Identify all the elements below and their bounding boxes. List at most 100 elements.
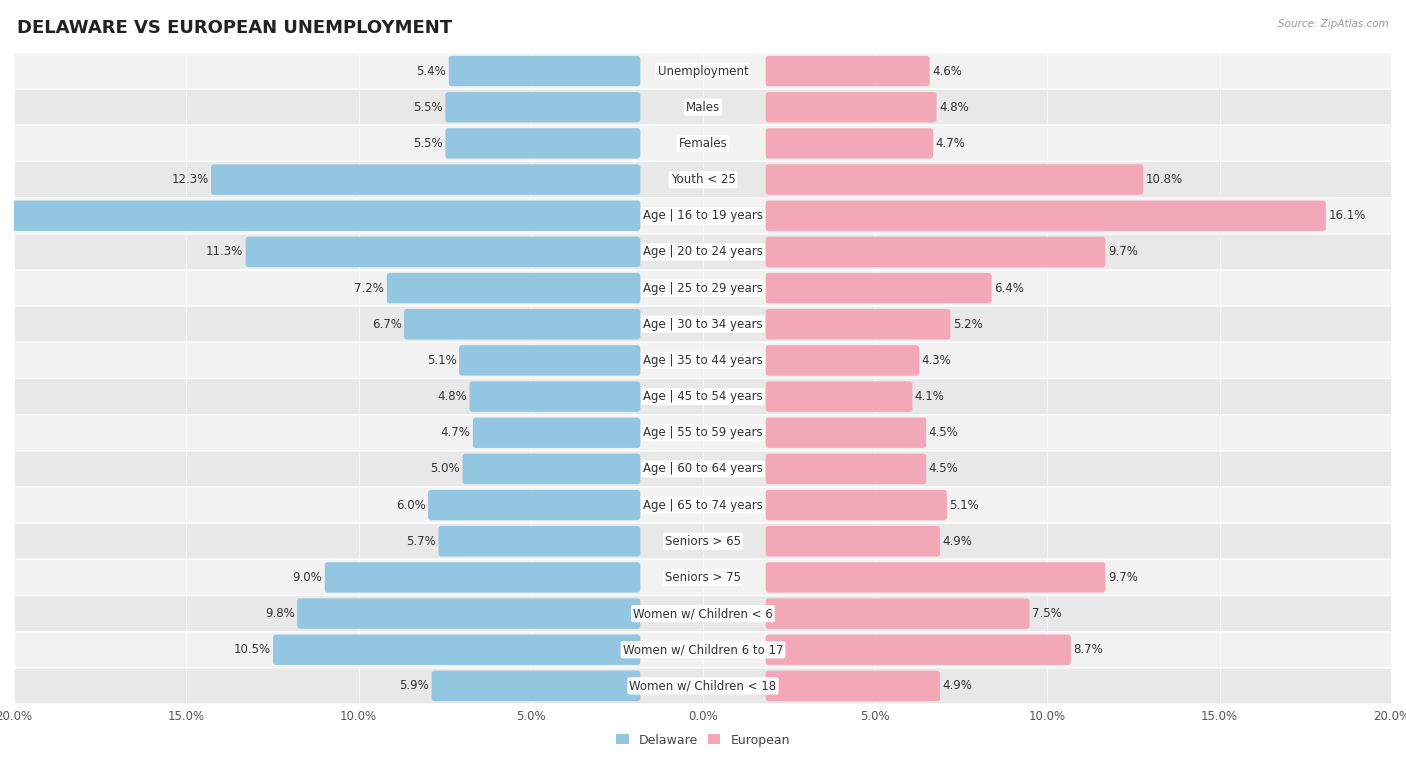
- FancyBboxPatch shape: [14, 451, 1392, 487]
- Text: Age | 45 to 54 years: Age | 45 to 54 years: [643, 390, 763, 403]
- Text: 5.1%: 5.1%: [427, 354, 457, 367]
- FancyBboxPatch shape: [766, 562, 1105, 593]
- FancyBboxPatch shape: [766, 92, 936, 123]
- Text: 5.5%: 5.5%: [413, 101, 443, 114]
- Text: Seniors > 65: Seniors > 65: [665, 534, 741, 548]
- FancyBboxPatch shape: [14, 596, 1392, 631]
- FancyBboxPatch shape: [325, 562, 640, 593]
- FancyBboxPatch shape: [14, 198, 1392, 234]
- FancyBboxPatch shape: [404, 309, 640, 339]
- FancyBboxPatch shape: [766, 56, 929, 86]
- Text: 9.8%: 9.8%: [266, 607, 295, 620]
- Text: 11.3%: 11.3%: [205, 245, 243, 258]
- Text: Women w/ Children 6 to 17: Women w/ Children 6 to 17: [623, 643, 783, 656]
- Text: Age | 30 to 34 years: Age | 30 to 34 years: [643, 318, 763, 331]
- Text: 7.5%: 7.5%: [1032, 607, 1062, 620]
- Text: Source: ZipAtlas.com: Source: ZipAtlas.com: [1278, 19, 1389, 29]
- FancyBboxPatch shape: [273, 634, 640, 665]
- Text: Age | 16 to 19 years: Age | 16 to 19 years: [643, 209, 763, 223]
- Legend: Delaware, European: Delaware, European: [616, 734, 790, 746]
- Text: Youth < 25: Youth < 25: [671, 173, 735, 186]
- FancyBboxPatch shape: [766, 382, 912, 412]
- FancyBboxPatch shape: [470, 382, 640, 412]
- FancyBboxPatch shape: [766, 201, 1326, 231]
- FancyBboxPatch shape: [766, 237, 1105, 267]
- Text: 4.6%: 4.6%: [932, 64, 962, 77]
- FancyBboxPatch shape: [211, 164, 640, 195]
- FancyBboxPatch shape: [14, 559, 1392, 596]
- FancyBboxPatch shape: [14, 270, 1392, 306]
- Text: 6.7%: 6.7%: [371, 318, 402, 331]
- Text: Age | 60 to 64 years: Age | 60 to 64 years: [643, 463, 763, 475]
- Text: 5.7%: 5.7%: [406, 534, 436, 548]
- Text: 5.0%: 5.0%: [430, 463, 460, 475]
- FancyBboxPatch shape: [766, 128, 934, 159]
- FancyBboxPatch shape: [14, 161, 1392, 198]
- Text: Females: Females: [679, 137, 727, 150]
- FancyBboxPatch shape: [14, 631, 1392, 668]
- FancyBboxPatch shape: [766, 418, 927, 448]
- Text: DELAWARE VS EUROPEAN UNEMPLOYMENT: DELAWARE VS EUROPEAN UNEMPLOYMENT: [17, 19, 451, 37]
- FancyBboxPatch shape: [246, 237, 640, 267]
- FancyBboxPatch shape: [14, 668, 1392, 704]
- Text: Women w/ Children < 18: Women w/ Children < 18: [630, 680, 776, 693]
- FancyBboxPatch shape: [766, 273, 991, 304]
- FancyBboxPatch shape: [14, 415, 1392, 451]
- FancyBboxPatch shape: [427, 490, 640, 520]
- FancyBboxPatch shape: [460, 345, 640, 375]
- Text: 4.8%: 4.8%: [437, 390, 467, 403]
- Text: 12.3%: 12.3%: [172, 173, 208, 186]
- Text: 4.5%: 4.5%: [928, 426, 959, 439]
- FancyBboxPatch shape: [766, 634, 1071, 665]
- FancyBboxPatch shape: [14, 53, 1392, 89]
- Text: Seniors > 75: Seniors > 75: [665, 571, 741, 584]
- Text: 4.3%: 4.3%: [922, 354, 952, 367]
- Text: 16.1%: 16.1%: [1329, 209, 1365, 223]
- Text: 5.4%: 5.4%: [416, 64, 446, 77]
- Text: 8.7%: 8.7%: [1073, 643, 1104, 656]
- Text: Age | 35 to 44 years: Age | 35 to 44 years: [643, 354, 763, 367]
- Text: 5.9%: 5.9%: [399, 680, 429, 693]
- Text: 9.7%: 9.7%: [1108, 245, 1137, 258]
- Text: 10.5%: 10.5%: [233, 643, 271, 656]
- FancyBboxPatch shape: [472, 418, 640, 448]
- FancyBboxPatch shape: [387, 273, 640, 304]
- Text: Age | 55 to 59 years: Age | 55 to 59 years: [643, 426, 763, 439]
- FancyBboxPatch shape: [766, 345, 920, 375]
- FancyBboxPatch shape: [432, 671, 640, 701]
- Text: 6.0%: 6.0%: [396, 499, 426, 512]
- Text: Women w/ Children < 6: Women w/ Children < 6: [633, 607, 773, 620]
- FancyBboxPatch shape: [14, 234, 1392, 270]
- FancyBboxPatch shape: [14, 306, 1392, 342]
- FancyBboxPatch shape: [14, 89, 1392, 126]
- Text: 5.2%: 5.2%: [953, 318, 983, 331]
- Text: 4.8%: 4.8%: [939, 101, 969, 114]
- FancyBboxPatch shape: [766, 671, 941, 701]
- FancyBboxPatch shape: [297, 598, 640, 629]
- Text: Unemployment: Unemployment: [658, 64, 748, 77]
- FancyBboxPatch shape: [0, 201, 640, 231]
- Text: Age | 20 to 24 years: Age | 20 to 24 years: [643, 245, 763, 258]
- FancyBboxPatch shape: [14, 523, 1392, 559]
- FancyBboxPatch shape: [463, 453, 640, 484]
- Text: 4.5%: 4.5%: [928, 463, 959, 475]
- FancyBboxPatch shape: [439, 526, 640, 556]
- Text: 10.8%: 10.8%: [1146, 173, 1182, 186]
- FancyBboxPatch shape: [14, 342, 1392, 378]
- Text: Age | 65 to 74 years: Age | 65 to 74 years: [643, 499, 763, 512]
- FancyBboxPatch shape: [14, 126, 1392, 161]
- Text: 5.5%: 5.5%: [413, 137, 443, 150]
- FancyBboxPatch shape: [449, 56, 640, 86]
- Text: 4.9%: 4.9%: [942, 680, 973, 693]
- FancyBboxPatch shape: [766, 164, 1143, 195]
- FancyBboxPatch shape: [766, 453, 927, 484]
- Text: 5.1%: 5.1%: [949, 499, 979, 512]
- Text: Age | 25 to 29 years: Age | 25 to 29 years: [643, 282, 763, 294]
- Text: 4.9%: 4.9%: [942, 534, 973, 548]
- Text: 9.0%: 9.0%: [292, 571, 322, 584]
- FancyBboxPatch shape: [14, 378, 1392, 415]
- FancyBboxPatch shape: [766, 309, 950, 339]
- Text: 4.7%: 4.7%: [935, 137, 966, 150]
- FancyBboxPatch shape: [446, 128, 640, 159]
- Text: 6.4%: 6.4%: [994, 282, 1024, 294]
